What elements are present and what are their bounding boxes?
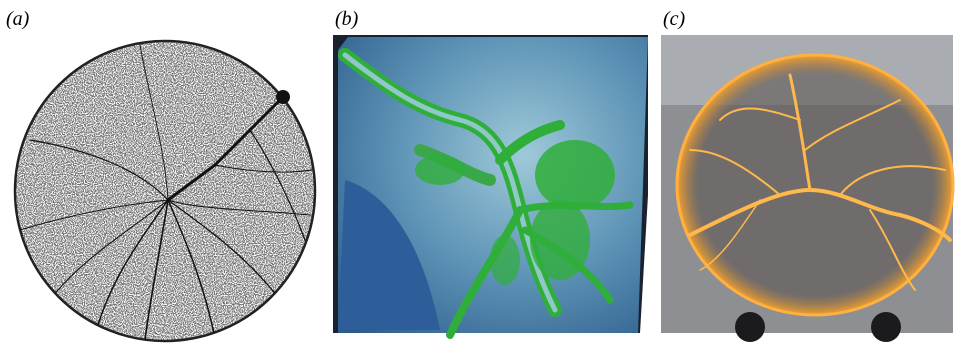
panel-label: (a) [6,8,30,30]
electrode [735,312,765,342]
electrode [871,312,901,342]
disk-edge [675,53,955,317]
marsh [415,140,615,285]
disk-edge [13,39,317,343]
panel-b: (b) [333,8,648,339]
veins [19,44,313,341]
dark-spot [276,90,290,104]
panel-label: (b) [335,8,359,30]
deep-water [338,180,440,330]
panel-c: (c) [661,8,955,342]
stipple-disk [15,41,315,341]
disk [677,55,953,315]
panel-a: (a) [6,8,317,343]
panel-label: (c) [663,8,686,30]
discharge [688,73,952,291]
